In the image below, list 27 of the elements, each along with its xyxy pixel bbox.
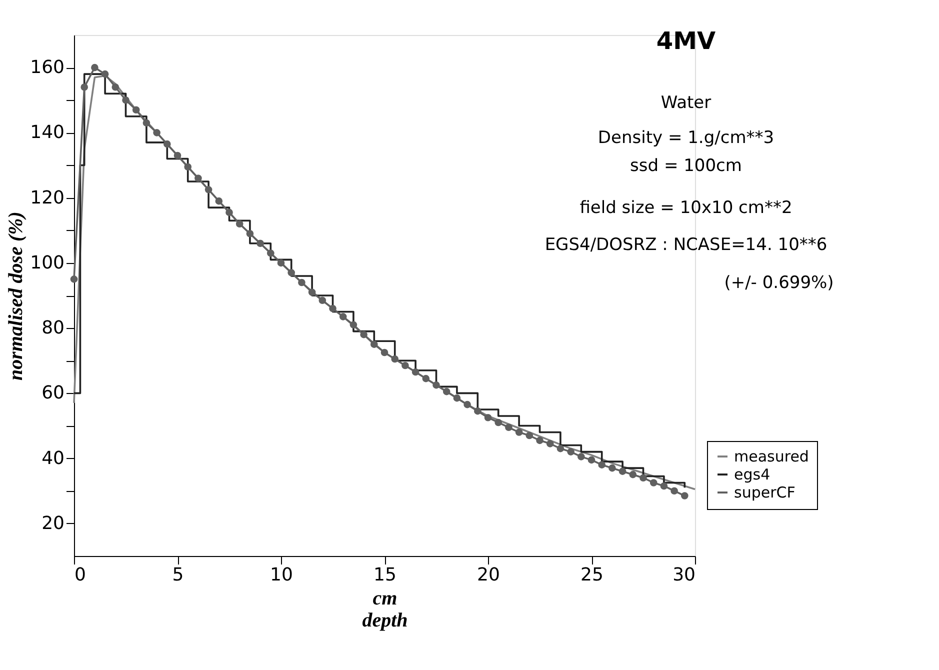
x-tick-label: 30: [672, 564, 696, 586]
y-axis-title: normalised dose (%): [5, 212, 28, 380]
x-tick-label: 5: [172, 564, 184, 586]
text: (+/- 0.699%): [724, 273, 834, 293]
annotation: Density = 1.g/cm**3: [598, 128, 774, 148]
annotation: Water: [660, 93, 712, 113]
y-tick-label: 40: [42, 448, 64, 469]
y-tick-label: 100: [30, 252, 64, 274]
x-tick-label: 10: [270, 564, 293, 586]
x-tick-label: 0: [74, 564, 86, 586]
legend-label: superCF: [734, 484, 796, 502]
y-tick-label: 20: [42, 512, 64, 534]
y-tick-label: 60: [42, 382, 64, 404]
annotation: 4MV: [656, 27, 716, 55]
x-tick-label: 15: [374, 564, 396, 586]
y-tick-label: 120: [30, 187, 64, 208]
y-tick-label: 140: [30, 122, 64, 144]
x-tick-label: 25: [580, 564, 604, 586]
annotation: EGS4/DOSRZ : NCASE=14. 10**6: [544, 235, 828, 255]
annotation: ssd = 100cm: [630, 156, 742, 176]
y-tick-label: 80: [42, 318, 64, 339]
legend-label: egs4: [734, 466, 770, 484]
x-tick-label: 20: [477, 564, 500, 586]
x-axis-title: cm depth: [362, 588, 408, 632]
y-tick-label: 160: [30, 57, 64, 78]
annotation: field size = 10x10 cm**2: [580, 198, 792, 218]
legend-label: measured: [734, 448, 809, 466]
